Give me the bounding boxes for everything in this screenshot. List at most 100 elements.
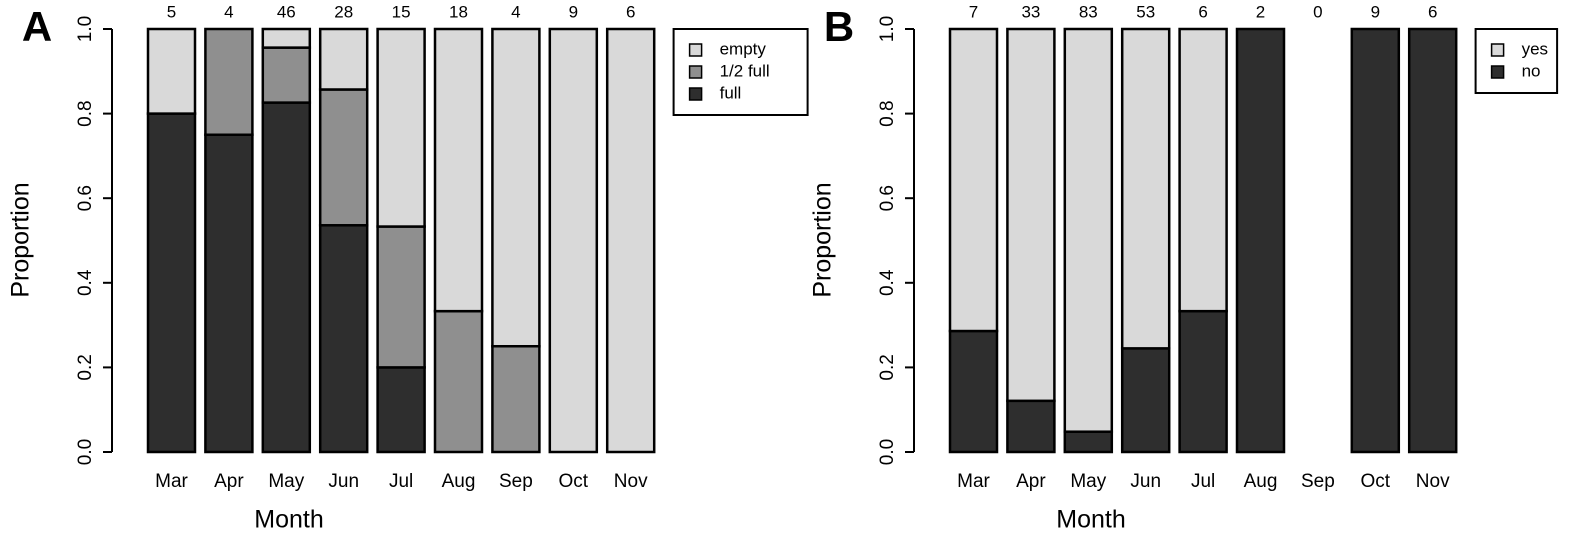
bar-segment (433, 309, 484, 454)
bar-segment (1006, 399, 1056, 454)
legend-label: 1/2 full (720, 61, 770, 80)
bar-segment (318, 88, 369, 227)
y-tick-label: 0.2 (75, 354, 96, 380)
legend-swatch (688, 43, 703, 57)
y-tick-label: 0.6 (75, 185, 96, 211)
count-label: 15 (392, 2, 411, 21)
bar-segment (204, 27, 254, 136)
y-axis-title: Proportion (809, 182, 837, 297)
x-tick-label: Mar (957, 471, 990, 492)
bar-segment (1063, 430, 1114, 454)
count-label: 46 (277, 2, 296, 21)
count-label: 4 (511, 2, 520, 21)
bar-segment (491, 27, 541, 348)
legend-swatch (688, 65, 703, 79)
y-tick-label: 0.8 (877, 100, 898, 126)
bar-segment (1178, 27, 1228, 313)
legend-swatch (1490, 43, 1505, 57)
y-tick-label: 0.2 (877, 354, 898, 380)
bar-segment (1006, 27, 1056, 403)
x-tick-label: Oct (1361, 471, 1391, 492)
bar-segment (1120, 27, 1171, 350)
count-label: 9 (1371, 2, 1380, 21)
bar-segment (1063, 27, 1114, 433)
bar-segment (491, 345, 541, 454)
bar-segment (318, 27, 369, 91)
x-axis-title: Month (1056, 506, 1125, 534)
x-tick-label: Nov (1416, 471, 1450, 492)
y-tick-label: 1.0 (877, 16, 898, 42)
bar-segment (1407, 27, 1458, 454)
chart-panel: 0.0 0.2 0.4 0.6 0.8 1.0 Proportion Month A Mar 5 Ap… (7, 2, 809, 534)
count-label: 28 (334, 2, 353, 21)
x-tick-label: Jun (1130, 471, 1161, 492)
count-label: 6 (626, 2, 635, 21)
bar-segment (605, 27, 656, 454)
count-label: 9 (569, 2, 578, 21)
y-tick-label: 0.0 (877, 439, 898, 465)
chart-panel: 0.0 0.2 0.4 0.6 0.8 1.0 Proportion Month B Mar 7 Ap… (809, 2, 1559, 534)
legend-box (1474, 28, 1559, 94)
bar-segment (146, 27, 197, 115)
bar-segment (146, 112, 197, 454)
x-tick-label: Sep (1301, 471, 1335, 492)
y-tick-label: 0.4 (75, 269, 96, 296)
count-label: 5 (167, 2, 176, 21)
y-axis-title: Proportion (7, 182, 35, 297)
y-tick-label: 0.4 (877, 269, 898, 296)
legend-swatch (688, 87, 703, 101)
legend-label: no (1522, 61, 1541, 80)
bar-segment (376, 27, 426, 228)
bar-segment (261, 27, 312, 49)
count-label: 33 (1021, 2, 1040, 21)
y-tick-label: 0.0 (75, 439, 96, 465)
count-label: 83 (1079, 2, 1098, 21)
bar-segment (261, 101, 312, 454)
panel-label: B (824, 3, 854, 50)
y-tick-label: 0.8 (75, 100, 96, 126)
x-tick-label: Mar (155, 471, 188, 492)
count-label: 6 (1198, 2, 1207, 21)
bar-segment (948, 329, 999, 454)
count-label: 53 (1136, 2, 1155, 21)
legend-swatch (1490, 65, 1505, 79)
legend-label: empty (720, 39, 767, 58)
x-tick-label: Nov (614, 471, 648, 492)
x-tick-label: Jul (1191, 471, 1215, 492)
x-axis-title: Month (254, 506, 323, 534)
x-tick-label: Jul (389, 471, 413, 492)
bar-segment (1178, 309, 1228, 454)
x-tick-label: Jun (328, 471, 359, 492)
y-tick-label: 0.6 (877, 185, 898, 211)
bar-segment (548, 27, 599, 454)
x-tick-label: May (1070, 471, 1106, 492)
y-tick-label: 1.0 (75, 16, 96, 42)
count-label: 2 (1256, 2, 1265, 21)
count-label: 0 (1313, 2, 1322, 21)
bar-segment (1350, 27, 1401, 454)
bar-segment (1120, 347, 1171, 454)
count-label: 7 (969, 2, 978, 21)
x-tick-label: May (268, 471, 304, 492)
legend-label: full (720, 83, 742, 102)
bar-segment (376, 225, 426, 369)
count-label: 4 (224, 2, 233, 21)
bar-segment (433, 27, 484, 313)
bar-segment (318, 224, 369, 454)
x-tick-label: Oct (559, 471, 589, 492)
legend-label: yes (1522, 39, 1548, 58)
bar-segment (204, 133, 254, 454)
bar-segment (376, 366, 426, 454)
bar-segment (261, 46, 312, 104)
bar-segment (948, 27, 999, 333)
x-tick-label: Aug (442, 471, 476, 492)
bar-segment (1235, 27, 1286, 454)
count-label: 18 (449, 2, 468, 21)
x-tick-label: Aug (1244, 471, 1278, 492)
x-tick-label: Sep (499, 471, 533, 492)
x-tick-label: Apr (214, 471, 244, 492)
count-label: 6 (1428, 2, 1437, 21)
panel-label: A (22, 3, 52, 50)
x-tick-label: Apr (1016, 471, 1046, 492)
